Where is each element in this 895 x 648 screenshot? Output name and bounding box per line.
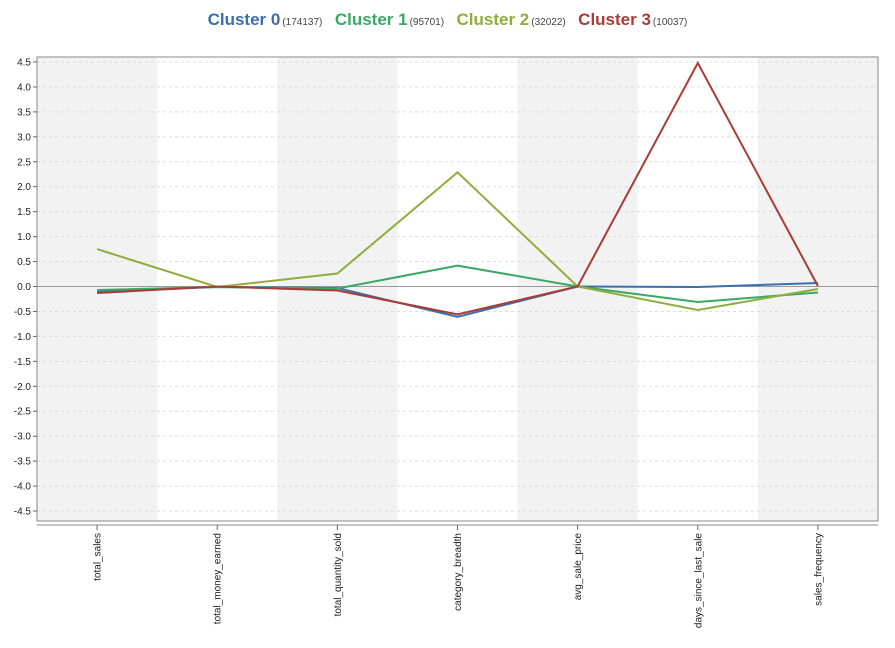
x-tick-label: avg_sale_price bbox=[573, 533, 584, 601]
legend-item-cluster-2[interactable]: Cluster 2 (32022) bbox=[457, 10, 566, 30]
y-tick-label: -0.5 bbox=[14, 307, 32, 318]
y-tick-label: 0.0 bbox=[17, 282, 31, 293]
chart-legend: Cluster 0 (174137) Cluster 1 (95701) Clust… bbox=[0, 10, 895, 30]
y-axis: 4.5 4.0 3.5 3.0 2.5 2.0 1.5 1.0 0.5 0.0 -0.5 -1.0 -1… bbox=[14, 57, 37, 518]
legend-name: Cluster 3 bbox=[578, 10, 651, 29]
x-axis: total_sales total_money_earned total_quant… bbox=[37, 524, 878, 628]
y-tick-label: 4.5 bbox=[17, 57, 31, 68]
x-tick-label: category_breadth bbox=[453, 533, 464, 611]
y-tick-label: 3.5 bbox=[17, 107, 31, 118]
legend-item-cluster-3[interactable]: Cluster 3 (10037) bbox=[578, 10, 687, 30]
plot-frame bbox=[36, 56, 879, 522]
legend-name: Cluster 0 bbox=[207, 10, 281, 29]
y-tick-label: 0.5 bbox=[17, 257, 31, 268]
column-band bbox=[517, 57, 638, 521]
y-tick-label: -4.5 bbox=[14, 507, 32, 518]
legend-count: (95701) bbox=[409, 17, 445, 28]
y-tick-label: 3.0 bbox=[17, 132, 31, 143]
y-tick-label: 2.0 bbox=[17, 182, 31, 193]
legend-item-cluster-1[interactable]: Cluster 1 (95701) bbox=[335, 10, 444, 30]
y-tick-label: -1.0 bbox=[14, 332, 32, 343]
legend-name: Cluster 1 bbox=[334, 10, 408, 29]
legend-item-cluster-0[interactable]: Cluster 0 (174137) bbox=[208, 10, 323, 30]
x-tick-label: total_quantity_sold bbox=[333, 533, 344, 616]
legend-name: Cluster 2 bbox=[456, 10, 530, 29]
y-tick-label: -2.0 bbox=[14, 382, 32, 393]
y-tick-label: 1.0 bbox=[17, 232, 31, 243]
x-tick-label: days_since_last_sale bbox=[693, 533, 704, 628]
column-band bbox=[757, 57, 878, 521]
legend-count: (174137) bbox=[282, 17, 323, 28]
x-tick-label: total_money_earned bbox=[213, 533, 224, 624]
series-line-cluster-3 bbox=[97, 60, 819, 316]
series-line-cluster-2 bbox=[96, 170, 819, 312]
y-tick-label: -1.5 bbox=[14, 357, 32, 368]
y-tick-label: -3.5 bbox=[14, 457, 32, 468]
y-tick-label: 1.5 bbox=[17, 207, 31, 218]
series-lines bbox=[96, 60, 819, 318]
x-tick-label: sales_frequency bbox=[813, 533, 824, 606]
y-tick-label: 2.5 bbox=[17, 157, 31, 168]
y-tick-label: -2.5 bbox=[14, 407, 32, 418]
legend-count: (32022) bbox=[531, 17, 566, 28]
x-tick-label: total_sales bbox=[93, 533, 104, 581]
y-tick-label: -4.0 bbox=[14, 482, 32, 493]
legend-count: (10037) bbox=[652, 17, 688, 28]
y-tick-label: -3.0 bbox=[14, 432, 32, 443]
y-tick-label: 4.0 bbox=[17, 82, 31, 93]
